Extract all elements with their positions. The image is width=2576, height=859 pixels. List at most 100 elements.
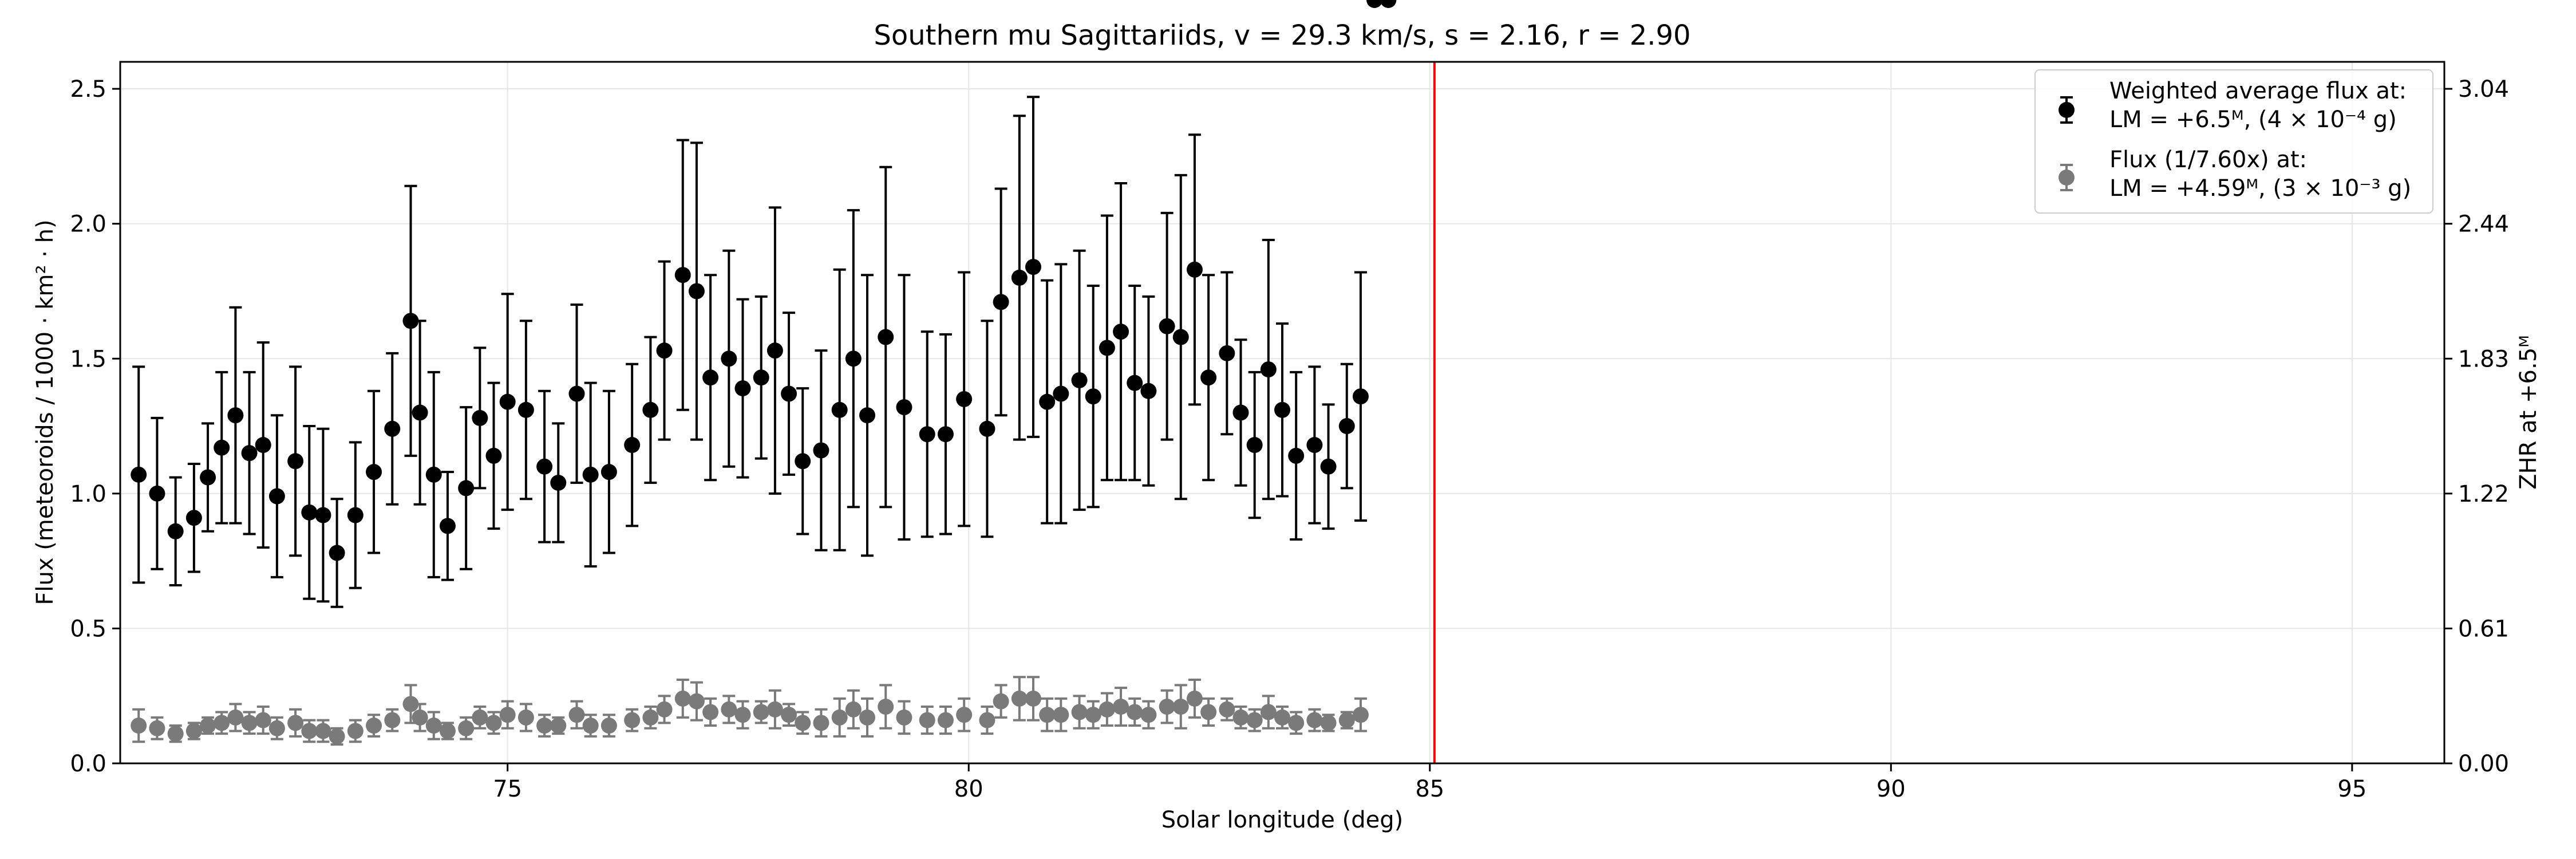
x-axis-label: Solar longitude (deg) xyxy=(1161,807,1403,833)
data-point xyxy=(301,425,318,600)
marker xyxy=(1288,715,1305,731)
series-1 xyxy=(131,0,1397,608)
data-point xyxy=(485,711,502,735)
marker xyxy=(831,709,848,726)
data-point xyxy=(1085,285,1101,509)
marker xyxy=(702,704,719,720)
marker xyxy=(1085,388,1101,405)
data-point xyxy=(550,716,567,735)
legend-label-series-1: Weighted average flux at: xyxy=(2109,78,2407,104)
data-point xyxy=(167,476,184,587)
marker xyxy=(1011,269,1028,286)
marker xyxy=(674,690,691,707)
data-point xyxy=(485,381,502,530)
data-point xyxy=(268,716,285,740)
data-point xyxy=(402,684,419,724)
data-point xyxy=(937,333,954,535)
data-point xyxy=(1025,676,1041,722)
data-point xyxy=(287,365,304,557)
data-point xyxy=(1200,274,1217,482)
marker xyxy=(642,709,659,726)
marker xyxy=(241,445,258,462)
marker xyxy=(347,723,364,739)
data-point xyxy=(1306,365,1323,525)
marker xyxy=(1260,361,1277,378)
marker xyxy=(472,409,488,426)
marker xyxy=(1306,712,1323,728)
marker xyxy=(1113,699,1129,715)
marker xyxy=(329,545,345,561)
secondary-y-axis: 0.00 0.61 1.22 1.83 2.44 3.04 xyxy=(2444,76,2509,777)
data-point xyxy=(1011,676,1028,722)
data-point xyxy=(831,697,848,738)
data-point xyxy=(753,700,769,724)
marker xyxy=(485,715,502,731)
data-point xyxy=(979,320,995,538)
marker xyxy=(1186,261,1203,278)
data-point xyxy=(1159,689,1175,724)
data-point xyxy=(600,714,617,738)
data-point xyxy=(1039,279,1056,525)
data-point xyxy=(1338,362,1355,490)
data-point xyxy=(624,362,641,527)
data-point xyxy=(241,371,258,535)
marker xyxy=(301,504,318,521)
marker xyxy=(1159,699,1175,715)
y-tick-label: 2.0 xyxy=(70,211,106,238)
legend-label-series-1-line2: LM = +6.5ᴹ, (4 × 10⁻⁴ g) xyxy=(2109,107,2397,133)
data-point xyxy=(795,387,811,535)
data-point xyxy=(315,427,331,603)
marker xyxy=(200,718,216,734)
data-point xyxy=(347,719,364,743)
marker xyxy=(1306,437,1323,454)
data-point xyxy=(956,271,973,527)
data-point xyxy=(753,295,769,460)
marker xyxy=(878,699,894,715)
data-point xyxy=(1071,249,1088,511)
data-point xyxy=(329,498,345,608)
marker xyxy=(149,485,165,502)
data-point xyxy=(1274,322,1290,498)
data-point xyxy=(674,139,691,411)
data-point xyxy=(656,260,673,441)
data-point xyxy=(1099,692,1115,727)
marker xyxy=(1140,707,1157,723)
marker xyxy=(517,709,534,726)
marker xyxy=(1172,329,1189,345)
data-point xyxy=(439,471,456,581)
marker xyxy=(919,712,935,728)
marker xyxy=(1127,375,1143,391)
data-point xyxy=(1053,263,1069,525)
marker xyxy=(993,693,1009,710)
marker xyxy=(458,480,475,497)
data-point xyxy=(1113,182,1129,482)
marker xyxy=(384,712,401,728)
marker xyxy=(1352,388,1369,405)
data-point xyxy=(255,706,271,735)
marker xyxy=(656,701,673,718)
data-point xyxy=(255,341,271,549)
data-point xyxy=(1232,706,1249,730)
marker xyxy=(656,342,673,359)
data-point xyxy=(1186,678,1203,719)
data-point xyxy=(200,422,216,533)
data-point xyxy=(1113,687,1129,727)
data-point xyxy=(878,684,894,730)
data-point xyxy=(1352,697,1369,732)
marker xyxy=(458,720,475,736)
marker xyxy=(937,712,954,728)
data-point xyxy=(767,689,783,730)
secondary-y-axis-label: ZHR at +6.5ᴹ xyxy=(2515,335,2542,490)
data-point xyxy=(1274,706,1290,730)
marker xyxy=(956,391,973,407)
data-point xyxy=(1071,695,1088,730)
y-tick-label: 0.5 xyxy=(70,616,106,642)
marker xyxy=(624,437,641,454)
marker xyxy=(550,718,567,734)
data-point xyxy=(185,722,202,740)
marker xyxy=(1011,690,1028,707)
x-axis: 75 80 85 90 95 xyxy=(493,763,2366,802)
marker xyxy=(517,401,534,418)
x-tick-label: 90 xyxy=(1876,776,1906,802)
data-point xyxy=(472,346,488,490)
